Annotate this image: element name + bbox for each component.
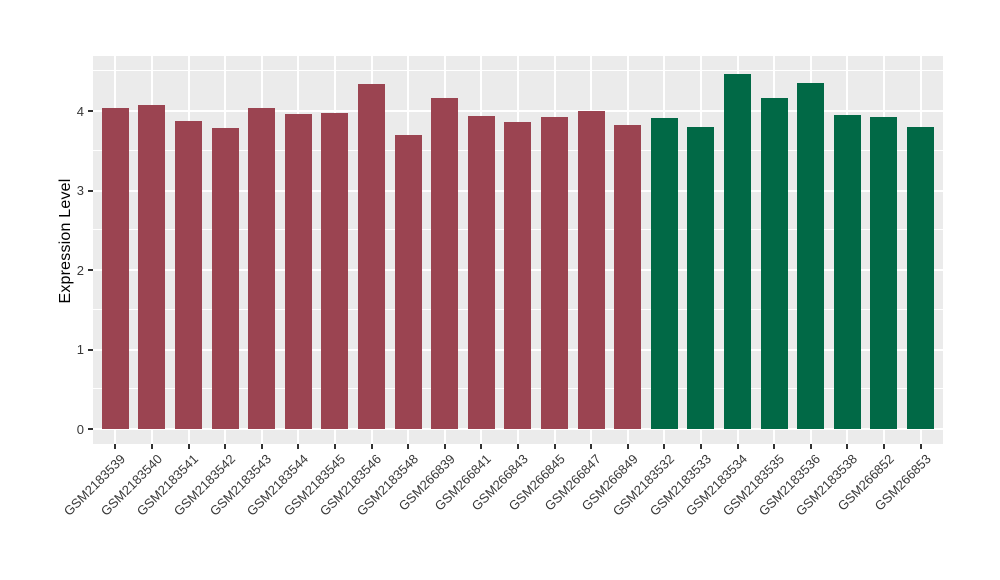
y-tick-label: 3 — [76, 183, 84, 198]
bar — [541, 117, 568, 429]
x-tick — [846, 444, 849, 449]
bar — [321, 113, 349, 429]
x-tick — [699, 444, 702, 449]
bar — [724, 74, 751, 429]
x-tick — [919, 444, 922, 449]
bar — [394, 134, 422, 429]
x-tick — [882, 444, 885, 449]
y-tick — [88, 428, 93, 430]
y-tick-label: 1 — [76, 342, 84, 357]
y-tick — [88, 110, 93, 112]
y-tick — [88, 269, 93, 271]
x-tick — [297, 444, 300, 449]
x-tick — [773, 444, 776, 449]
bar — [687, 126, 715, 429]
bar — [650, 118, 678, 429]
x-tick — [480, 444, 483, 449]
x-tick — [333, 444, 336, 449]
bar — [431, 97, 459, 429]
x-tick — [516, 444, 519, 449]
x-tick — [663, 444, 666, 449]
bar — [248, 107, 276, 429]
y-tick-label: 2 — [76, 262, 84, 278]
x-tick — [150, 444, 153, 449]
bar — [467, 115, 495, 429]
x-tick — [626, 444, 629, 449]
y-tick-label: 4 — [76, 103, 84, 119]
bar — [760, 97, 788, 429]
bar — [358, 83, 385, 429]
x-tick — [809, 444, 812, 449]
bar — [504, 122, 532, 429]
bar — [101, 107, 129, 429]
x-tick — [407, 444, 410, 449]
y-tick — [88, 189, 93, 192]
bar — [284, 114, 312, 429]
bar — [577, 111, 605, 429]
x-tick — [443, 444, 446, 449]
bar — [175, 120, 202, 429]
x-tick — [553, 444, 556, 449]
bar — [614, 124, 642, 429]
x-tick — [187, 444, 190, 449]
plot-panel — [93, 56, 943, 444]
bar — [138, 105, 166, 429]
y-tick — [88, 348, 93, 351]
x-tick — [224, 444, 227, 449]
bar — [870, 116, 898, 429]
bar — [797, 83, 825, 429]
x-tick — [590, 444, 593, 449]
x-tick — [736, 444, 739, 449]
bar — [211, 127, 239, 429]
x-tick — [370, 444, 373, 449]
y-axis-title: Expression Level — [57, 178, 74, 304]
bar — [833, 114, 861, 429]
bar — [907, 126, 934, 429]
x-tick — [114, 444, 117, 449]
x-tick — [260, 444, 263, 449]
y-tick-label: 0 — [76, 421, 84, 437]
